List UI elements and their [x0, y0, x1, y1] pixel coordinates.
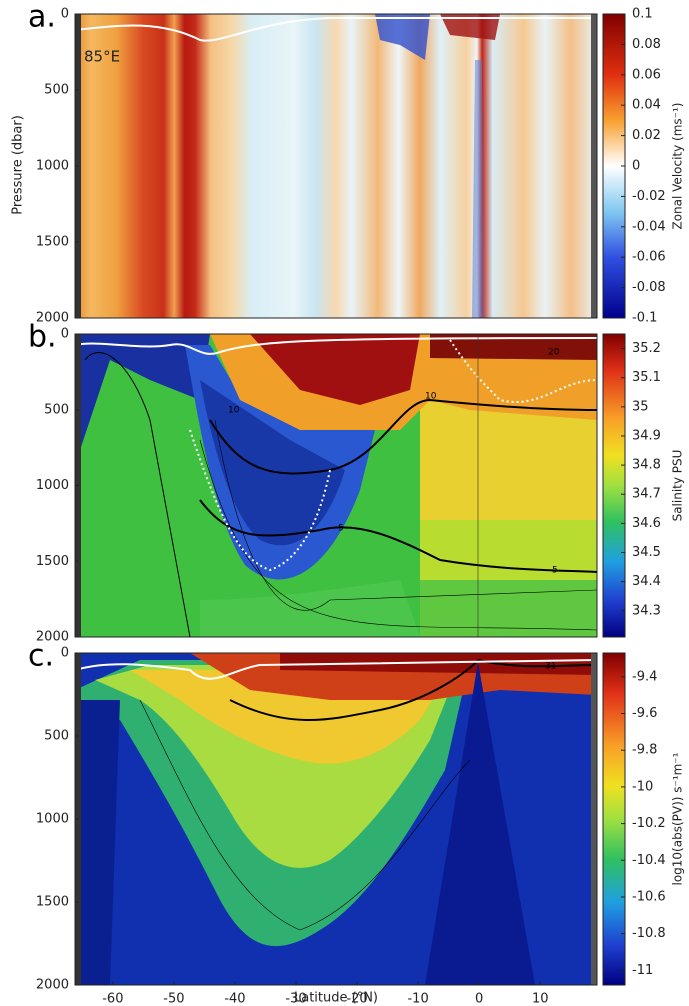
colorbar-b	[602, 333, 626, 638]
colorbar-tick-label: -11	[632, 963, 653, 978]
x-tick-label: -10	[407, 992, 428, 1006]
contour-label: 10	[425, 392, 437, 402]
colorbar-tick-label: 0.06	[632, 67, 661, 82]
colorbar-label: log10(abs(PV)) s⁻¹m⁻¹	[671, 752, 685, 885]
x-tick-label: 0	[475, 992, 483, 1006]
y-tick-label: 0	[61, 646, 69, 661]
panel-label: b.	[28, 320, 57, 355]
y-tick-label: 1500	[36, 235, 69, 250]
colorbar-tick-label: -0.02	[632, 189, 666, 204]
y-axis-label: Pressure (dbar)	[11, 115, 26, 215]
colorbar-tick-label: -10.8	[632, 926, 666, 941]
colorbar-tick-label: 34.8	[632, 458, 661, 473]
colorbar-label: Zonal Velocity (ms⁻¹)	[671, 102, 685, 229]
colorbar-tick-label: 35.2	[632, 341, 661, 356]
y-tick-label: 1500	[36, 554, 69, 569]
x-tick-label: -30	[285, 992, 306, 1006]
colorbar-tick-label: -0.06	[632, 250, 666, 265]
y-tick-label: 1500	[36, 895, 69, 910]
field-c	[75, 653, 597, 985]
contour-label: 5	[552, 566, 558, 576]
colorbar-tick-label: -9.8	[632, 743, 657, 758]
field-b	[75, 334, 597, 637]
colorbar-tick-label: -10.2	[632, 816, 666, 831]
colorbar-c	[602, 652, 626, 986]
x-tick-label: -50	[163, 992, 184, 1006]
colorbar-tick-label: -0.08	[632, 280, 666, 295]
colorbar-tick-label: -9.4	[632, 669, 657, 684]
colorbar-tick-label: -10.6	[632, 889, 666, 904]
colorbar-tick-label: 0.1	[632, 7, 653, 22]
colorbar-tick-label: 34.7	[632, 487, 661, 502]
y-tick-label: 2000	[36, 978, 69, 993]
y-tick-label: 2000	[36, 311, 69, 326]
colorbar-tick-label: 0.04	[632, 98, 661, 113]
y-tick-label: 500	[44, 402, 69, 417]
contour-label: 20	[548, 348, 560, 358]
colorbar-tick-label: 35.1	[632, 370, 661, 385]
x-tick-label: 10	[532, 992, 549, 1006]
y-tick-label: 500	[44, 729, 69, 744]
panel-label: a.	[28, 0, 56, 35]
contour-label: 5	[338, 524, 344, 534]
colorbar-tick-label: 34.5	[632, 545, 661, 560]
y-tick-label: 0	[61, 7, 69, 22]
x-tick-label: -40	[224, 992, 245, 1006]
annotation: 85°E	[84, 48, 120, 66]
colorbar-tick-label: 34.9	[632, 428, 661, 443]
colorbar-tick-label: -0.1	[632, 311, 657, 326]
colorbar-tick-label: 0.08	[632, 37, 661, 52]
x-tick-label: -60	[102, 992, 123, 1006]
colorbar-label: Salinity PSU	[671, 450, 685, 522]
x-axis-label: Latitude (°N)	[294, 991, 378, 1006]
colorbar-tick-label: -9.6	[632, 706, 657, 721]
y-tick-label: 1000	[36, 478, 69, 493]
y-tick-label: 500	[44, 83, 69, 98]
colorbar-tick-label: -10	[632, 779, 653, 794]
y-tick-label: 1000	[36, 159, 69, 174]
field-a	[75, 14, 597, 318]
colorbar-tick-label: -10.4	[632, 853, 666, 868]
colorbar-tick-label: 34.3	[632, 603, 661, 618]
colorbar-tick-label: 0.02	[632, 128, 661, 143]
contour-label: 10	[228, 406, 240, 416]
panel-label: c.	[28, 639, 54, 674]
colorbar-tick-label: -0.04	[632, 219, 666, 234]
y-tick-label: 2000	[36, 630, 69, 645]
y-tick-label: 0	[61, 327, 69, 342]
colorbar-tick-label: 35	[632, 399, 649, 414]
contour-label: 31	[545, 662, 556, 672]
colorbar-tick-label: 0	[632, 159, 640, 174]
colorbar-tick-label: 34.4	[632, 574, 661, 589]
y-tick-label: 1000	[36, 812, 69, 827]
x-tick-label: -20	[346, 992, 367, 1006]
colorbar-tick-label: 34.6	[632, 516, 661, 531]
